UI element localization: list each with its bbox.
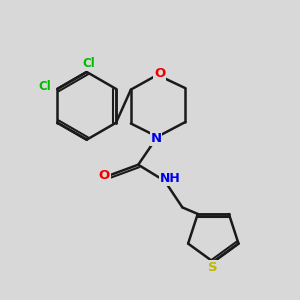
Text: Cl: Cl — [39, 80, 51, 93]
Text: Cl: Cl — [83, 57, 95, 70]
Text: O: O — [99, 169, 110, 182]
Text: O: O — [154, 67, 165, 80]
Text: N: N — [150, 132, 161, 145]
Text: S: S — [208, 261, 218, 274]
Text: NH: NH — [160, 172, 180, 185]
